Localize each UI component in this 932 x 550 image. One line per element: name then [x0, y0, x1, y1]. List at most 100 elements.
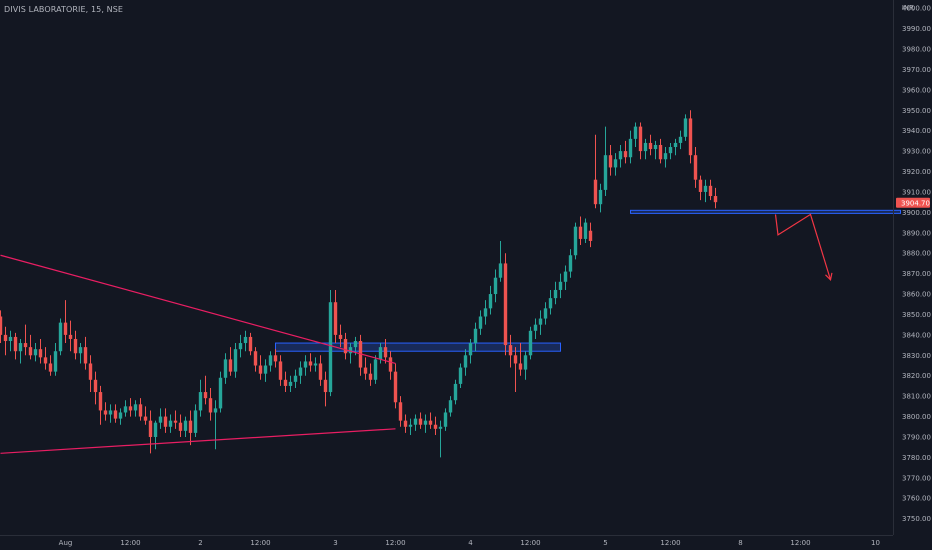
candle: [473, 322, 478, 352]
price-tick-label: 3990.00: [902, 25, 931, 33]
candle: [263, 359, 268, 382]
candle: [188, 410, 193, 446]
candle-body: [243, 336, 248, 344]
time-tick-label: 12:00: [520, 539, 540, 547]
candle: [698, 175, 703, 201]
candle: [573, 222, 578, 260]
candle: [513, 347, 518, 393]
candle: [103, 402, 108, 421]
candle: [618, 144, 623, 168]
candle-body: [343, 338, 348, 354]
candle-body: [318, 363, 323, 380]
price-tick-label: 3950.00: [902, 107, 931, 115]
candle: [528, 326, 533, 360]
candle-body: [583, 222, 588, 239]
candle-body: [713, 196, 718, 203]
candle-body: [428, 420, 433, 425]
candle-body: [123, 406, 128, 413]
candle: [533, 318, 538, 339]
candle-body: [553, 289, 558, 299]
time-tick-label: 12:00: [250, 539, 270, 547]
price-axis[interactable]: 4000.00 3990.00 3980.00 3970.00 3960.00 3950.…: [902, 5, 931, 523]
candle: [433, 416, 438, 435]
last-price-label: 3904.70: [901, 199, 930, 207]
candle: [438, 420, 443, 458]
time-axis[interactable]: Aug 12:00 2 12:00 3 12:00 4 12:00 5 12:00 8 12:00 10: [59, 539, 880, 547]
descending-trendline[interactable]: [0, 254, 396, 365]
candle: [493, 269, 498, 303]
candle: [278, 355, 283, 386]
candle: [58, 318, 63, 356]
price-tick-label: 3770.00: [902, 474, 931, 482]
candle-body: [0, 316, 3, 335]
candle: [128, 398, 133, 417]
candle: [548, 289, 553, 315]
candle: [388, 351, 393, 380]
candle: [468, 338, 473, 364]
candle: [393, 363, 398, 409]
candle-body: [608, 155, 613, 168]
candle-body: [413, 418, 418, 425]
candle-body: [683, 118, 688, 137]
time-tick-label: 8: [738, 539, 742, 547]
candle: [148, 410, 153, 454]
price-tick-label: 3880.00: [902, 250, 931, 258]
candle: [568, 249, 573, 278]
candle: [178, 414, 183, 437]
candle: [713, 187, 718, 209]
candle-body: [508, 345, 513, 356]
candle: [253, 347, 258, 372]
candle: [293, 369, 298, 388]
candle-body: [208, 398, 213, 413]
candle: [273, 349, 278, 368]
candle-body: [93, 379, 98, 393]
candle: [333, 289, 338, 344]
candle-body: [708, 185, 713, 197]
time-tick-label: 10: [871, 539, 880, 547]
support-zone[interactable]: [275, 342, 561, 352]
support-zone[interactable]: [630, 209, 901, 214]
candle-body: [83, 347, 88, 364]
candle: [658, 138, 663, 164]
candle-body: [423, 420, 428, 425]
candle-body: [213, 408, 218, 413]
candle-body: [298, 367, 303, 376]
candle: [348, 343, 353, 364]
candle-body: [203, 392, 208, 399]
candle-body: [698, 179, 703, 192]
drawing-annotations: [0, 213, 833, 454]
candle-body: [438, 426, 443, 429]
candle-body: [658, 144, 663, 160]
candle-body: [3, 334, 8, 342]
candle-body: [538, 318, 543, 325]
candle-body: [463, 355, 468, 368]
candle: [48, 355, 53, 376]
candles-layer: [0, 110, 718, 458]
projection-arrow[interactable]: [774, 213, 832, 280]
candle-body: [53, 351, 58, 372]
candle-body: [418, 418, 423, 425]
price-tick-label: 3810.00: [902, 393, 931, 401]
candle-body: [448, 400, 453, 413]
candle-body: [373, 359, 378, 380]
candle-body: [498, 263, 503, 278]
time-tick-label: 12:00: [385, 539, 405, 547]
candle: [158, 408, 163, 429]
candle-body: [313, 363, 318, 366]
candle: [83, 336, 88, 370]
candle-body: [453, 383, 458, 401]
candle: [208, 387, 213, 421]
candle-body: [598, 189, 603, 205]
candle-body: [238, 343, 243, 350]
candle: [653, 140, 658, 160]
candle-body: [368, 373, 373, 380]
candle: [43, 347, 48, 370]
candle: [458, 363, 463, 388]
candle-body: [558, 281, 563, 290]
candle-body: [458, 367, 463, 384]
candle: [498, 240, 503, 282]
ascending-trendline[interactable]: [0, 428, 396, 454]
candle: [483, 300, 488, 325]
candle: [543, 302, 548, 325]
